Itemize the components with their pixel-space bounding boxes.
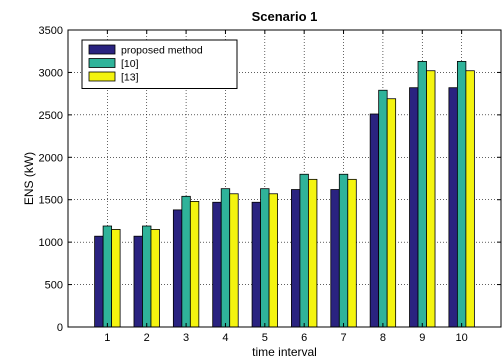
y-tick-label: 2000 [39, 152, 63, 164]
x-tick-label: 7 [340, 332, 346, 344]
bar-series-1-cat-3 [172, 209, 183, 328]
x-tick-label: 1 [104, 332, 110, 344]
bar-series-3-cat-3 [189, 201, 200, 328]
x-tick-label: 4 [222, 332, 228, 344]
legend: proposed method[10] [13] [81, 39, 238, 89]
bar-series-3-cat-4 [229, 193, 239, 328]
x-tick-label: 3 [183, 332, 189, 344]
bar-series-3-cat-2 [150, 229, 160, 328]
y-tick-label: 2500 [39, 110, 63, 122]
legend-entry-label: proposed method [121, 45, 203, 57]
x-tick-label: 2 [144, 332, 150, 344]
bar-series-1-cat-6 [291, 189, 301, 328]
bar-series-2-cat-4 [220, 188, 231, 328]
bar-series-3-cat-5 [268, 193, 278, 328]
bar-series-2-cat-6 [299, 173, 309, 328]
x-tick-label: 5 [262, 332, 268, 344]
bar-series-3-cat-9 [426, 70, 436, 328]
bar-series-1-cat-7 [330, 189, 340, 328]
bar-series-1-cat-8 [369, 113, 380, 328]
chart-title: Scenario 1 [252, 9, 318, 24]
bar-series-3-cat-8 [386, 98, 397, 328]
bar-series-3-cat-7 [347, 178, 357, 328]
x-tick-label: 8 [380, 332, 386, 344]
bar-series-2-cat-7 [338, 173, 349, 328]
bar-series-1-cat-4 [212, 201, 222, 328]
bar-series-2-cat-3 [181, 195, 191, 328]
bar-series-1-cat-9 [409, 87, 419, 328]
axis-ticks: 0 500 1000 1500 2000 2500 3000 3500 1 2 3 4 5 6 7 8 9 10 [39, 25, 501, 344]
y-tick-label: 3000 [39, 67, 63, 79]
bar-series-1-cat-2 [133, 235, 143, 328]
bar-series-3-cat-10 [465, 70, 475, 328]
bar-series-2-cat-5 [260, 188, 270, 328]
x-tick-label: 10 [456, 332, 468, 344]
x-tick-label: 6 [301, 332, 307, 344]
plot-area-frame [67, 29, 502, 328]
legend-entry-label: [13] [121, 72, 139, 84]
x-axis-label: time interval [252, 345, 317, 359]
bar-series-2-cat-9 [417, 60, 427, 328]
y-axis-label: ENS (kW) [22, 152, 36, 205]
legend-swatch [88, 44, 116, 55]
x-tick-label: 9 [419, 332, 425, 344]
legend-swatch [88, 71, 116, 82]
y-tick-label: 3500 [39, 25, 63, 37]
y-tick-label: 1500 [39, 195, 63, 207]
bar-series-1-cat-1 [94, 235, 104, 328]
bar-series-3-cat-1 [111, 229, 121, 328]
y-tick-label: 1000 [39, 237, 63, 249]
bar-series-2-cat-2 [142, 225, 152, 328]
bar-series-1-cat-5 [251, 201, 261, 328]
bar-series-3-cat-6 [308, 178, 318, 328]
y-tick-label: 0 [57, 322, 63, 334]
y-tick-label: 500 [45, 280, 63, 292]
bar-series-1-cat-10 [448, 87, 458, 328]
bar-series-2-cat-8 [378, 89, 388, 328]
legend-swatch [88, 58, 116, 68]
bar-series-2-cat-10 [456, 60, 467, 328]
bars [94, 60, 475, 328]
legend-entry-label: [10] [121, 58, 139, 70]
bar-series-2-cat-1 [102, 225, 113, 328]
